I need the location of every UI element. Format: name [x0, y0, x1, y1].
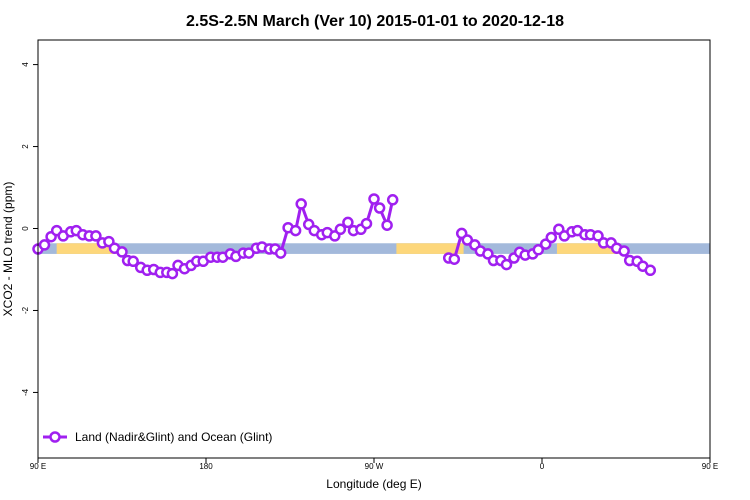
x-tick-label: 180 [199, 462, 213, 471]
data-point [127, 255, 139, 268]
data-point [386, 194, 399, 206]
data-point [448, 253, 461, 265]
land-band-segment [56, 243, 117, 254]
x-tick-label: 90 E [30, 462, 46, 471]
land-band-segment [556, 243, 621, 254]
data-point [545, 231, 558, 244]
y-tick-label: -2 [21, 306, 30, 314]
data-point [289, 224, 302, 237]
data-point [334, 223, 347, 236]
data-point [360, 217, 373, 230]
data-point [592, 230, 604, 242]
chart-title: 2.5S-2.5N March (Ver 10) 2015-01-01 to 2… [186, 13, 564, 30]
data-point [500, 258, 513, 271]
ocean-band [38, 243, 710, 254]
data-point [38, 239, 51, 251]
y-tick-label: 0 [21, 226, 30, 231]
data-point [644, 264, 657, 277]
y-tick-label: -4 [21, 388, 30, 396]
data-point [295, 198, 307, 210]
x-axis: 90 E 180 90 W 0 90 E [30, 458, 718, 471]
legend-marker-swatch [49, 431, 61, 443]
data-point [368, 193, 380, 205]
x-tick-label: 0 [540, 462, 545, 471]
x-tick-label: 90 W [365, 462, 384, 471]
y-axis-label: XCO2 - MLO trend (ppm) [1, 182, 15, 317]
data-point [274, 247, 287, 259]
legend-label: Land (Nadir&Glint) and Ocean (Glint) [75, 430, 272, 444]
series-layer [32, 193, 657, 280]
x-tick-label: 90 E [702, 462, 718, 471]
data-point [342, 216, 354, 229]
y-tick-label: 4 [21, 62, 30, 67]
data-point [381, 219, 393, 231]
surface-band [38, 243, 710, 254]
data-point [532, 244, 545, 256]
land-band-segment [396, 243, 464, 254]
y-tick-label: 2 [21, 144, 30, 149]
data-point [618, 245, 630, 257]
x-axis-label: Longitude (deg E) [326, 477, 421, 491]
data-point [373, 202, 386, 214]
legend: Land (Nadir&Glint) and Ocean (Glint) [43, 430, 272, 444]
data-point [116, 246, 128, 258]
y-axis: -4 -2 0 2 4 [21, 62, 38, 396]
data-point [90, 230, 102, 242]
data-point [166, 267, 179, 280]
